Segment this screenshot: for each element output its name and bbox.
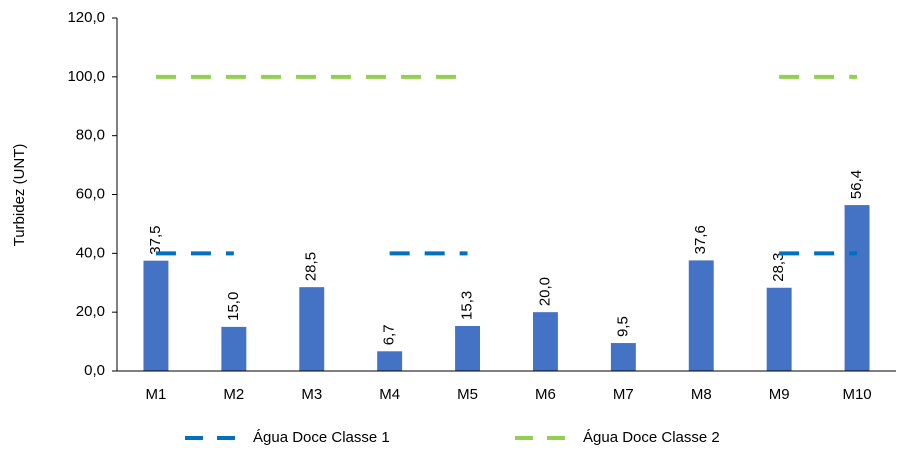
y-tick-label: 100,0 <box>67 68 105 85</box>
legend-label: Água Doce Classe 2 <box>583 429 720 446</box>
bar <box>688 260 714 371</box>
bar <box>532 312 558 371</box>
value-label: 37,5 <box>147 225 164 254</box>
x-tick-label: M6 <box>535 386 556 403</box>
bar <box>610 343 636 371</box>
y-axis-label: Turbidez (UNT) <box>11 144 28 247</box>
x-tick-label: M3 <box>301 386 322 403</box>
bar <box>221 326 247 371</box>
legend-label: Água Doce Classe 1 <box>253 429 390 446</box>
value-label: 56,4 <box>848 170 865 199</box>
x-tick-label: M9 <box>769 386 790 403</box>
y-tick-label: 0,0 <box>84 362 105 379</box>
x-tick-label: M1 <box>146 386 167 403</box>
value-label: 15,0 <box>225 292 242 321</box>
y-tick-label: 20,0 <box>76 303 105 320</box>
bar <box>143 260 169 371</box>
bar <box>455 325 481 371</box>
bar <box>377 351 403 371</box>
bar <box>766 287 792 371</box>
value-label: 37,6 <box>692 225 709 254</box>
value-label: 9,5 <box>614 316 631 337</box>
y-tick-label: 60,0 <box>76 185 105 202</box>
x-tick-label: M10 <box>842 386 871 403</box>
value-label: 28,5 <box>303 252 320 281</box>
x-tick-label: M4 <box>379 386 400 403</box>
value-label: 6,7 <box>381 324 398 345</box>
x-tick-label: M2 <box>223 386 244 403</box>
bar <box>299 287 325 371</box>
y-tick-label: 40,0 <box>76 244 105 261</box>
value-label: 28,3 <box>770 253 787 282</box>
value-label: 20,0 <box>536 277 553 306</box>
x-tick-label: M7 <box>613 386 634 403</box>
y-tick-label: 80,0 <box>76 127 105 144</box>
x-tick-label: M8 <box>691 386 712 403</box>
x-tick-label: M5 <box>457 386 478 403</box>
bar <box>844 205 870 371</box>
y-tick-label: 120,0 <box>67 9 105 26</box>
value-label: 15,3 <box>459 291 476 320</box>
